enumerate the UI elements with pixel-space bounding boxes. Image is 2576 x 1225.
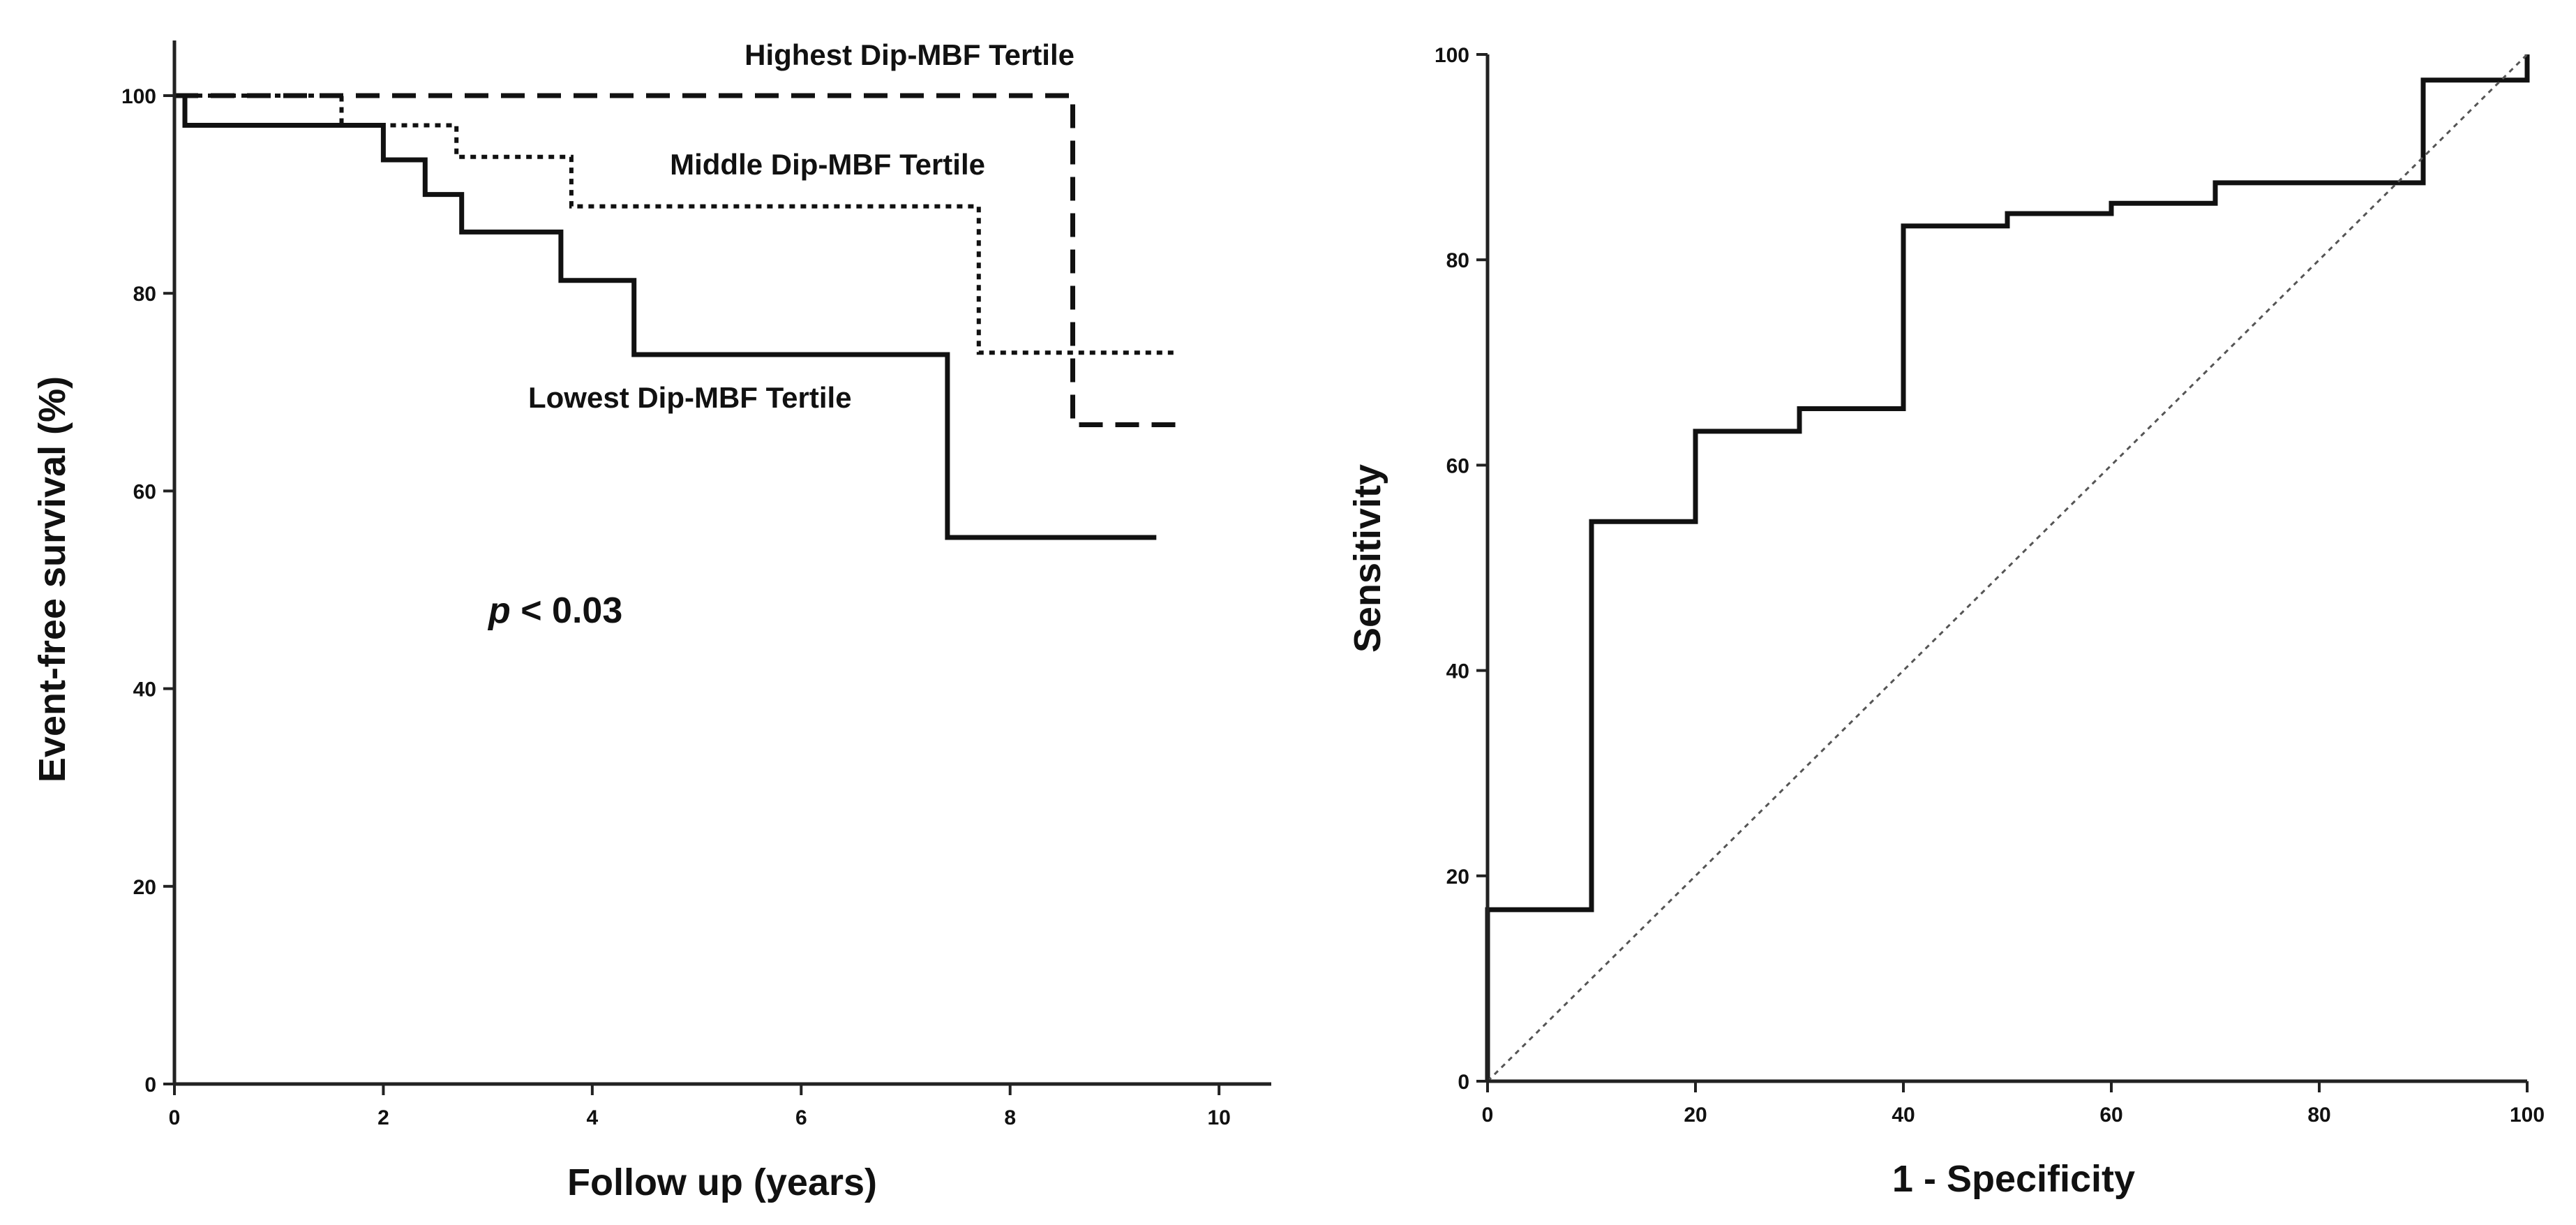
roc-axes: 0 20 40 60 80 100 0 20 40 60 80 100	[1435, 44, 2545, 1127]
roc-x-tick-label-4: 80	[2307, 1104, 2330, 1127]
km-p-symbol: p	[487, 591, 511, 631]
km-label-highest: Highest Dip-MBF Tertile	[744, 38, 1074, 71]
km-series-1-line	[174, 94, 1178, 355]
km-label-lowest: Lowest Dip-MBF Tertile	[528, 381, 852, 414]
km-y-tick-label-0: 0	[144, 1074, 156, 1097]
roc-x-tick-label-5: 100	[2510, 1104, 2545, 1127]
km-x-tick-label-5: 10	[1207, 1106, 1230, 1129]
roc-y-tick-label-1: 20	[1446, 866, 1469, 889]
km-series-0-line	[174, 93, 1178, 427]
roc-y-tick-label-3: 60	[1446, 454, 1469, 477]
roc-y-tick-label-2: 40	[1446, 660, 1469, 683]
km-x-tick-label-3: 6	[795, 1106, 807, 1129]
roc-x-tick-label-2: 40	[1892, 1104, 1915, 1127]
roc-y-tick-label-4: 80	[1446, 249, 1469, 272]
km-series-2-line	[174, 93, 1157, 540]
km-x-tick-label-2: 4	[587, 1106, 599, 1129]
roc-chart: 0 20 40 60 80 100 0 20 40 60 80 100 1 - Specificity…	[1347, 44, 2545, 1200]
km-x-tick-label-4: 8	[1004, 1106, 1016, 1129]
km-label-middle: Middle Dip-MBF Tertile	[670, 148, 985, 181]
km-y-tick-label-4: 80	[133, 283, 156, 306]
roc-x-tick-label-0: 0	[1482, 1104, 1494, 1127]
roc-y-tick-label-0: 0	[1458, 1071, 1469, 1094]
km-x-tick-label-0: 0	[169, 1106, 181, 1129]
roc-x-tick-label-3: 60	[2099, 1104, 2122, 1127]
roc-x-axis-title: 1 - Specificity	[1892, 1158, 2135, 1200]
roc-curves	[1485, 53, 2530, 1083]
km-x-axis-title: Follow up (years)	[567, 1161, 877, 1203]
km-y-tick-label-5: 100	[121, 85, 156, 108]
roc-x-tick-label-1: 20	[1684, 1104, 1707, 1127]
km-y-tick-label-1: 20	[133, 876, 156, 899]
roc-y-axis-title: Sensitivity	[1347, 464, 1388, 653]
km-p-text: < 0.03	[511, 591, 622, 631]
km-x-tick-label-1: 2	[377, 1106, 389, 1129]
roc-series-1-line	[1486, 53, 2529, 1083]
km-p-value: p < 0.03	[487, 591, 622, 631]
roc-series-0-line	[1485, 54, 2530, 1081]
km-y-tick-label-2: 40	[133, 678, 156, 701]
km-curves	[174, 93, 1178, 540]
roc-y-tick-label-5: 100	[1435, 44, 1469, 67]
km-y-axis-title: Event-free survival (%)	[31, 376, 73, 782]
km-y-tick-label-3: 60	[133, 480, 156, 503]
